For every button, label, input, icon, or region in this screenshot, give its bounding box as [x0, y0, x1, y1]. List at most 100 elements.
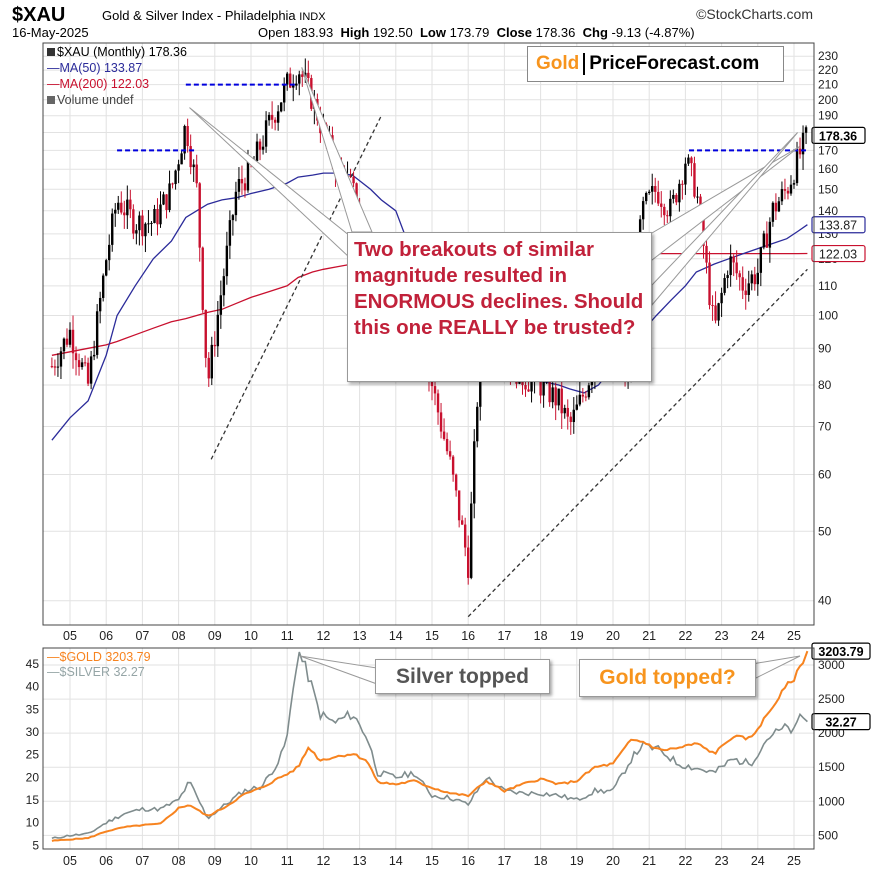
- price-bar: [451, 456, 455, 475]
- price-tag-box: [811, 216, 866, 234]
- price-bar: [524, 385, 527, 390]
- price-bar: [180, 153, 183, 165]
- price-bar: [542, 380, 545, 396]
- price-bar: [189, 146, 192, 168]
- bottom-price-tag-box: [811, 642, 871, 660]
- price-bar: [717, 303, 720, 321]
- price-bar: [644, 192, 648, 202]
- price-bar: [780, 189, 784, 202]
- bottom-x-tick-label: 23: [715, 854, 729, 868]
- price-bar: [156, 209, 159, 225]
- price-bar: [264, 120, 268, 147]
- top-x-tick-label: 13: [353, 629, 367, 643]
- price-bar: [804, 127, 808, 133]
- site-logo: Gold PriceForecast.com: [527, 46, 784, 82]
- bottom-x-tick-label: 13: [353, 854, 367, 868]
- source-credit: ©StockCharts.com: [696, 6, 813, 22]
- top-y-tick-label: 40: [818, 594, 832, 608]
- price-bar: [711, 305, 714, 307]
- price-bar: [147, 223, 150, 225]
- right-y-tick-label: 3000: [818, 658, 845, 672]
- top-x-tick-label: 19: [570, 629, 584, 643]
- price-bar: [80, 362, 84, 368]
- top-y-tick-label: 80: [818, 378, 832, 392]
- price-bar: [648, 191, 651, 193]
- price-bar: [454, 474, 458, 491]
- price-bar: [548, 377, 551, 403]
- top-y-tick-label: 50: [818, 524, 832, 538]
- price-bar: [467, 547, 470, 578]
- price-bar: [554, 387, 557, 406]
- price-bar: [566, 407, 569, 417]
- price-bar: [240, 179, 244, 184]
- price-bar: [50, 366, 54, 368]
- xau-bars-icon: [47, 48, 55, 56]
- top-y-tick-label: 100: [818, 309, 838, 323]
- top-x-tick-label: 10: [244, 629, 258, 643]
- top-x-tick-label: 12: [316, 629, 330, 643]
- price-bar: [246, 159, 250, 191]
- top-x-tick-label: 22: [678, 629, 692, 643]
- left-y-tick-label: 25: [26, 748, 40, 762]
- top-y-tick-label: 190: [818, 109, 838, 123]
- bottom-x-tick-label: 08: [172, 854, 186, 868]
- price-bar: [768, 221, 772, 248]
- top-y-tick-label: 150: [818, 182, 838, 196]
- price-bar: [789, 184, 793, 194]
- price-bar: [289, 73, 292, 88]
- top-y-tick-label: 160: [818, 162, 838, 176]
- price-bar: [654, 186, 657, 192]
- legend-silver-text: $SILVER 32.27: [59, 665, 145, 679]
- price-bar: [460, 520, 464, 525]
- price-bar: [445, 438, 449, 452]
- price-bar: [705, 245, 708, 263]
- price-bar: [177, 164, 180, 171]
- price-bar: [89, 356, 93, 384]
- price-bar: [530, 379, 533, 392]
- open-value: 183.93: [293, 25, 334, 40]
- price-bar: [527, 389, 530, 392]
- price-bar: [183, 126, 186, 154]
- resistance-levels: [117, 83, 808, 152]
- chg-value: -9.13 (-4.87%): [611, 25, 695, 40]
- high-value: 192.50: [372, 25, 413, 40]
- annotation-tail: [651, 132, 798, 307]
- price-bar: [569, 416, 572, 423]
- bottom-panel-frame: [42, 647, 815, 850]
- price-bar: [138, 215, 141, 231]
- top-x-axis-labels: 05 06 07 08 09 10 11 12 13 14 15 16 17 18 19 20 21 22 23 24…: [63, 629, 801, 643]
- left-y-tick-label: 20: [26, 770, 40, 784]
- top-x-tick-label: 07: [135, 629, 149, 643]
- price-bar: [756, 272, 759, 285]
- price-bar: [135, 230, 138, 234]
- price-bar: [786, 190, 790, 194]
- bottom-x-tick-label: 07: [135, 854, 149, 868]
- price-bar: [192, 164, 195, 168]
- price-bar: [587, 385, 591, 398]
- price-bar: [168, 183, 171, 210]
- price-bar: [86, 362, 90, 384]
- chg-label: Chg: [582, 25, 608, 40]
- price-bar: [735, 262, 738, 274]
- low-label: Low: [419, 25, 446, 40]
- price-bar: [292, 85, 295, 88]
- top-y-tick-label: 70: [818, 420, 832, 434]
- price-bar: [738, 273, 741, 278]
- price-bar: [762, 233, 766, 248]
- bottom-x-axis-labels: 05 06 07 08 09 10 11 12 13 14 15 16 17 18 19 20 21 22 23 24…: [63, 854, 801, 868]
- top-x-tick-label: 23: [715, 629, 729, 643]
- top-y-axis-labels: 4050607080901001101201301401501601701801…: [818, 49, 838, 607]
- silver-annotation-tail: [299, 655, 378, 685]
- gold-annotation-tail: [751, 655, 801, 681]
- top-y-tick-label: 90: [818, 341, 832, 355]
- price-bar: [213, 344, 216, 347]
- price-bar: [120, 202, 123, 213]
- top-y-tick-label: 140: [818, 204, 838, 218]
- trendlines: [210, 115, 808, 618]
- price-bar: [777, 201, 781, 212]
- bottom-x-tick-label: 19: [570, 854, 584, 868]
- price-bar: [219, 295, 223, 315]
- low-value: 173.79: [449, 25, 490, 40]
- price-bar: [150, 222, 153, 224]
